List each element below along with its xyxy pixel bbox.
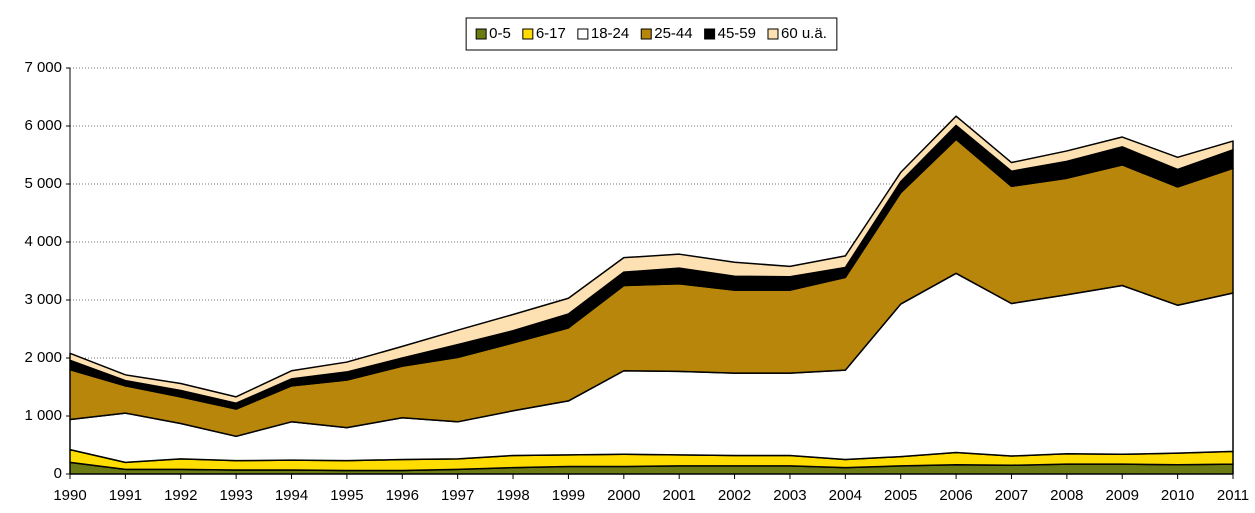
legend-label: 0-5 [489,25,511,42]
x-tick-label: 2006 [939,487,972,504]
x-tick-label: 2003 [773,487,806,504]
x-tick-label: 1993 [219,487,252,504]
legend-swatch [640,28,652,40]
x-tick-label: 1997 [441,487,474,504]
x-tick-label: 1999 [552,487,585,504]
legend-swatch [522,28,534,40]
y-tick-label: 3 000 [24,291,62,308]
x-tick-label: 2000 [607,487,640,504]
x-tick-label: 2009 [1106,487,1139,504]
x-tick-label: 2011 [1217,487,1249,504]
x-tick-label: 1995 [330,487,363,504]
x-tick-label: 2002 [718,487,751,504]
x-tick-label: 2004 [829,487,862,504]
x-tick-label: 1991 [109,487,142,504]
legend-label: 18-24 [591,25,629,42]
legend-swatch [704,28,716,40]
x-tick-label: 1994 [275,487,308,504]
x-tick-label: 1990 [53,487,86,504]
x-tick-label: 1998 [496,487,529,504]
x-tick-label: 2008 [1050,487,1083,504]
x-tick-label: 2001 [663,487,696,504]
area [69,115,1234,404]
legend-swatch [577,28,589,40]
y-tick-label: 7 000 [24,59,62,76]
x-tick-label: 2010 [1161,487,1194,504]
y-tick-label: 1 000 [24,407,62,424]
y-tick-label: 5 000 [24,175,62,192]
y-tick-label: 2 000 [24,349,62,366]
legend: 0-5 6-17 18-24 25-44 45-59 60 u.ä. [465,17,838,51]
y-tick-label: 4 000 [24,233,62,250]
legend-label: 25-44 [654,25,692,42]
x-tick-label: 1996 [386,487,419,504]
y-tick-label: 6 000 [24,117,62,134]
x-tick-label: 2007 [995,487,1028,504]
legend-label: 6-17 [536,25,566,42]
legend-label: 60 u.ä. [781,25,827,42]
x-tick-label: 1992 [164,487,197,504]
y-tick-label: 0 [54,465,62,482]
legend-label: 45-59 [718,25,756,42]
legend-swatch [475,28,487,40]
legend-swatch [767,28,779,40]
x-tick-label: 2005 [884,487,917,504]
